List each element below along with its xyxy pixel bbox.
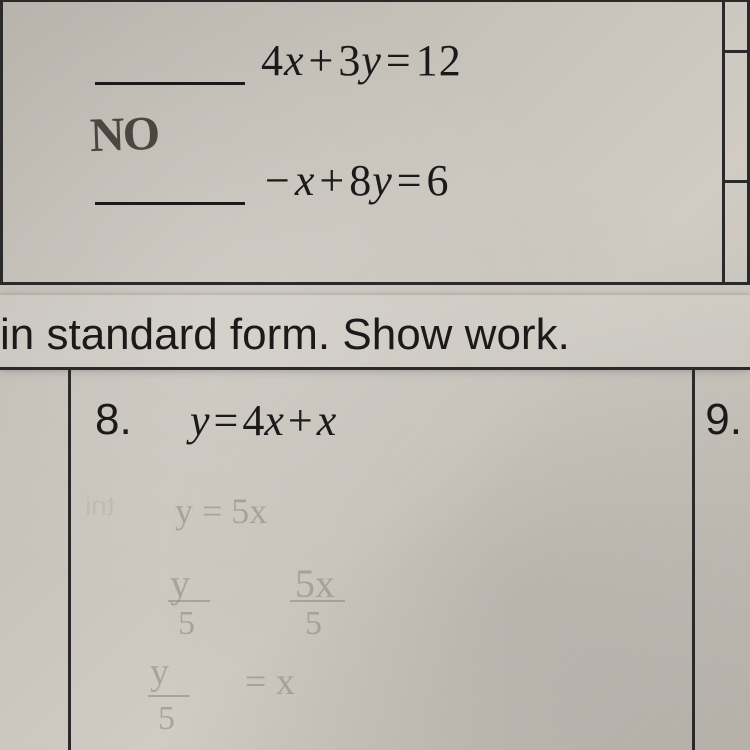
line-fragment: [725, 180, 750, 183]
pencil-fraction-bot: 5: [158, 700, 175, 738]
problem-number-8: 8.: [95, 395, 132, 445]
answer-blank: [95, 202, 245, 205]
fraction-line: [168, 600, 210, 602]
instruction-text: in standard form. Show work.: [0, 310, 570, 360]
pencil-work-line: = x: [245, 660, 295, 704]
coefficient: 4: [242, 396, 264, 445]
variable: y: [190, 396, 210, 445]
variable: x: [317, 396, 337, 445]
pencil-fraction-top: y: [150, 650, 169, 694]
answer-blank: [95, 82, 245, 85]
coefficient: 8: [349, 156, 372, 205]
fraction-line: [290, 600, 345, 602]
coefficient: 4: [261, 36, 284, 85]
variable: x: [264, 396, 284, 445]
rhs-value: 12: [416, 36, 462, 85]
bleed-through-text: tni: [85, 490, 115, 522]
equals: =: [214, 396, 239, 445]
equation-row-1: 4x+3y=12: [95, 35, 462, 86]
fraction-line: [148, 695, 190, 697]
variable: y: [372, 156, 393, 205]
equation-2: −x+8y=6: [261, 155, 450, 206]
equals: =: [386, 36, 412, 85]
problem-8-equation: y=4x+x: [190, 395, 336, 446]
cell-border-left: [68, 370, 71, 750]
operator: +: [319, 156, 345, 205]
rhs-value: 6: [427, 156, 450, 205]
line-fragment: [725, 50, 750, 53]
operator: +: [309, 36, 335, 85]
pencil-fraction-bot: 5: [178, 605, 195, 643]
cell-border-right: [692, 370, 695, 750]
negative-sign: −: [265, 156, 291, 205]
equals: =: [397, 156, 423, 205]
variable: x: [284, 36, 305, 85]
coefficient: 3: [338, 36, 361, 85]
handwritten-answer: NO: [89, 106, 159, 163]
cell-divider-right: [722, 0, 725, 285]
variable: x: [295, 156, 316, 205]
variable: y: [361, 36, 382, 85]
pencil-work-line: y = 5x: [175, 490, 267, 532]
equation-row-2: NO −x+8y=6: [95, 155, 450, 206]
operator: +: [288, 396, 313, 445]
pencil-fraction-bot: 5: [305, 605, 322, 643]
equation-1: 4x+3y=12: [261, 35, 462, 86]
problem-number-9: 9.: [705, 395, 742, 445]
